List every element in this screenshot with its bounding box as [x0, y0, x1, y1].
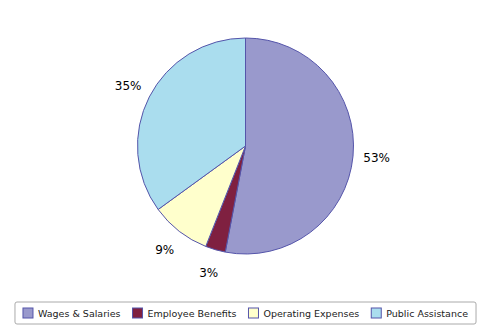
legend-swatch — [133, 308, 143, 318]
chart: 53% 3% 9% 35% Wages & Salaries Employee Benef… — [0, 0, 491, 333]
pie — [138, 38, 354, 254]
data-label: 53% — [363, 151, 390, 165]
legend: Wages & Salaries Employee Benefits Operati… — [15, 302, 476, 324]
legend-label: Public Assistance — [386, 308, 468, 319]
legend-swatch — [371, 308, 381, 318]
pie-slice — [138, 38, 246, 209]
data-label: 3% — [199, 266, 218, 280]
legend-label: Employee Benefits — [148, 308, 237, 319]
data-labels: 53% 3% 9% 35% — [115, 79, 390, 279]
legend-swatch — [23, 308, 33, 318]
legend-label: Operating Expenses — [263, 308, 359, 319]
legend-label: Wages & Salaries — [38, 308, 121, 319]
chart-container: 53% 3% 9% 35% Wages & Salaries Employee Benef… — [0, 0, 491, 333]
legend-swatch — [248, 308, 258, 318]
data-label: 9% — [155, 243, 174, 257]
data-label: 35% — [115, 79, 142, 93]
legend-box — [15, 302, 476, 324]
